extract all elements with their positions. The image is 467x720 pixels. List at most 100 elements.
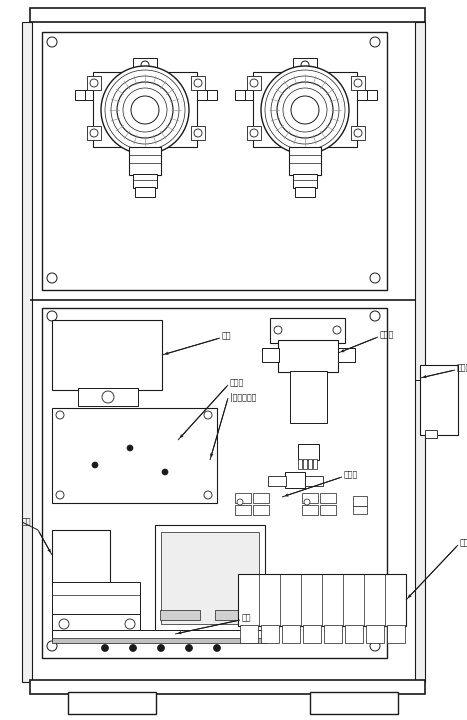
- Circle shape: [370, 273, 380, 283]
- Circle shape: [47, 273, 57, 283]
- Circle shape: [204, 411, 212, 419]
- Circle shape: [291, 96, 319, 124]
- Bar: [52, 638, 267, 643]
- Circle shape: [123, 88, 167, 132]
- Circle shape: [141, 61, 149, 69]
- Bar: [215, 610, 255, 620]
- Bar: [262, 348, 279, 362]
- Circle shape: [261, 66, 349, 154]
- Bar: [191, 76, 205, 90]
- Circle shape: [47, 641, 57, 651]
- Text: 电磁阀: 电磁阀: [460, 539, 467, 547]
- Bar: [68, 692, 156, 714]
- Bar: [261, 625, 279, 643]
- Bar: [235, 493, 251, 503]
- Bar: [22, 22, 32, 682]
- Text: 流量计: 流量计: [457, 364, 467, 372]
- Circle shape: [283, 88, 327, 132]
- Bar: [238, 574, 406, 626]
- Circle shape: [47, 37, 57, 47]
- Circle shape: [370, 311, 380, 321]
- Bar: [310, 692, 398, 714]
- Circle shape: [271, 76, 339, 144]
- Polygon shape: [290, 422, 327, 444]
- Circle shape: [101, 644, 108, 652]
- Bar: [338, 348, 355, 362]
- Text: 气泵: 气泵: [222, 331, 232, 341]
- Bar: [308, 459, 312, 469]
- Circle shape: [250, 79, 258, 87]
- Bar: [253, 505, 269, 515]
- Circle shape: [157, 644, 164, 652]
- Text: 开关: 开关: [22, 518, 31, 526]
- Bar: [133, 58, 157, 72]
- Bar: [353, 506, 367, 514]
- Bar: [320, 493, 336, 503]
- Circle shape: [131, 96, 159, 124]
- Bar: [155, 525, 265, 637]
- Circle shape: [204, 491, 212, 499]
- Bar: [135, 187, 155, 197]
- Text: 电源: 电源: [242, 613, 252, 623]
- Circle shape: [274, 326, 282, 334]
- Circle shape: [354, 79, 362, 87]
- Bar: [160, 610, 200, 620]
- Circle shape: [370, 641, 380, 651]
- Circle shape: [127, 445, 133, 451]
- Bar: [161, 532, 259, 624]
- Bar: [52, 530, 110, 585]
- Text: |转二转接管: |转二转接管: [230, 392, 256, 402]
- Bar: [52, 614, 140, 634]
- Text: 滤水器: 滤水器: [380, 330, 394, 340]
- Bar: [240, 625, 258, 643]
- Circle shape: [102, 391, 114, 403]
- Bar: [298, 444, 319, 460]
- Bar: [268, 476, 286, 486]
- Bar: [353, 496, 367, 506]
- Bar: [415, 22, 425, 682]
- Bar: [52, 408, 217, 503]
- Circle shape: [47, 311, 57, 321]
- Bar: [243, 90, 261, 100]
- Bar: [129, 147, 161, 175]
- Circle shape: [111, 76, 179, 144]
- Circle shape: [333, 326, 341, 334]
- Bar: [247, 76, 261, 90]
- Bar: [293, 58, 317, 72]
- Circle shape: [265, 70, 345, 150]
- Bar: [278, 340, 338, 372]
- Bar: [253, 72, 357, 147]
- Text: 转接管: 转接管: [344, 470, 358, 480]
- Bar: [52, 630, 267, 640]
- Bar: [302, 505, 318, 515]
- Bar: [30, 680, 425, 694]
- Text: 电路板: 电路板: [230, 379, 244, 387]
- Bar: [78, 388, 138, 406]
- Bar: [305, 476, 323, 486]
- Bar: [52, 320, 162, 390]
- Bar: [387, 625, 405, 643]
- Bar: [207, 90, 217, 100]
- Bar: [253, 493, 269, 503]
- Bar: [367, 90, 377, 100]
- Bar: [83, 90, 101, 100]
- Circle shape: [194, 79, 202, 87]
- Bar: [425, 430, 437, 438]
- Bar: [345, 625, 363, 643]
- Bar: [282, 625, 300, 643]
- Bar: [303, 625, 321, 643]
- Circle shape: [56, 411, 64, 419]
- Bar: [349, 90, 367, 100]
- Circle shape: [90, 79, 98, 87]
- Bar: [324, 625, 342, 643]
- Bar: [42, 32, 387, 290]
- Circle shape: [162, 469, 168, 475]
- Circle shape: [101, 66, 189, 154]
- Bar: [351, 76, 365, 90]
- Circle shape: [185, 644, 192, 652]
- Bar: [42, 308, 387, 658]
- Circle shape: [301, 61, 309, 69]
- Bar: [302, 493, 318, 503]
- Circle shape: [117, 82, 173, 138]
- Bar: [295, 187, 315, 197]
